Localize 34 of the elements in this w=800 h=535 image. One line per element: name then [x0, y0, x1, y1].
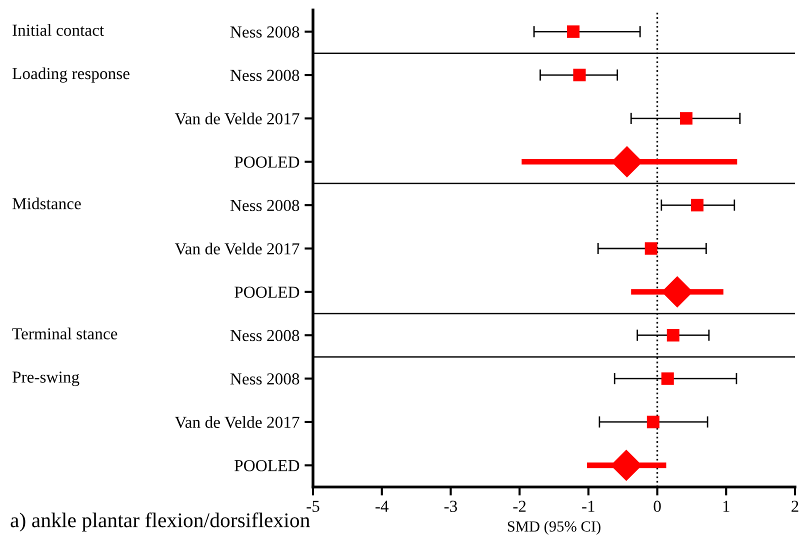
- x-tick-label: -2: [513, 500, 526, 512]
- point: [680, 112, 692, 125]
- point: [567, 25, 580, 38]
- y-tick-label: Ness 2008: [230, 70, 300, 81]
- y-tick-label: Ness 2008: [230, 26, 300, 38]
- x-tick-label: 1: [723, 500, 730, 512]
- point: [690, 198, 704, 212]
- y-tick-label: Van de Velde 2017: [174, 416, 300, 428]
- x-tick-label: 0: [654, 500, 661, 512]
- y2-tick-label: Midstance: [12, 198, 81, 210]
- x-tick-label: -4: [376, 500, 389, 512]
- point: [666, 328, 680, 342]
- point: [661, 372, 674, 385]
- y-tick-label: POOLED: [234, 460, 300, 472]
- x-tick-label: -1: [582, 500, 594, 512]
- y-tick-label: POOLED: [234, 286, 300, 298]
- y-tick-label: Van de Velde 2017: [174, 112, 300, 124]
- y2-tick-label: Pre-swing: [12, 372, 80, 386]
- x-axis-title: SMD (95% CI): [508, 520, 600, 535]
- x-tick-label: 2: [792, 500, 798, 512]
- y-tick-label: POOLED: [234, 156, 300, 168]
- y2-tick-label: Terminal stance: [12, 328, 118, 340]
- y2-tick-label: Initial contact: [12, 24, 104, 36]
- y-tick-label: Ness 2008: [230, 373, 300, 385]
- y2-tick-label: Loading response: [12, 67, 130, 83]
- text: a) ankle plantar flexion/dorsiflexion: [10, 512, 310, 532]
- x-tick-label: -5: [306, 500, 320, 512]
- point: [644, 242, 658, 255]
- point: [646, 416, 660, 428]
- x-tick-label: -3: [444, 500, 458, 512]
- y-tick-label: Ness 2008: [230, 330, 300, 342]
- y-tick-label: Ness 2008: [230, 200, 300, 212]
- y-tick-label: Van de Velde 2017: [174, 242, 300, 255]
- point: [573, 68, 586, 82]
